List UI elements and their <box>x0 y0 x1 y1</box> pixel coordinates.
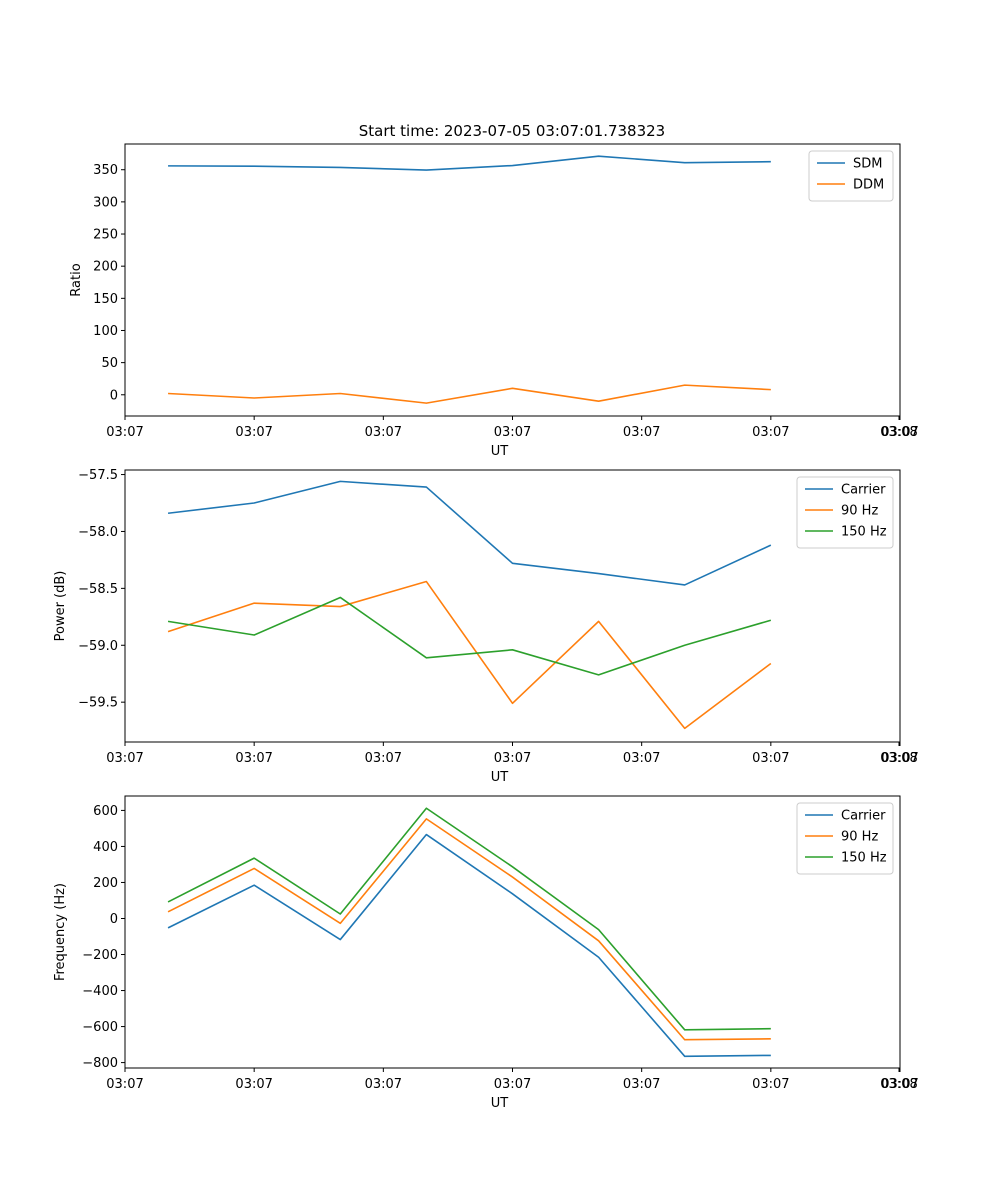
y-tick-label: −800 <box>82 1056 118 1071</box>
x-axis-label: UT <box>491 444 509 459</box>
series-line-sdm <box>168 155 771 171</box>
x-tick-label: 03:07 <box>752 1077 789 1092</box>
plot-frame <box>124 795 901 1069</box>
chart-power: −59.5 −59.0 −58.5 −58.0 −57.5 03:07 03:07 03:07… <box>53 468 919 785</box>
x-tick-label: 03:07 <box>752 751 789 766</box>
legend: Carrier 90 Hz 150 Hz <box>796 802 894 875</box>
x-tick-label: 03:07 <box>365 1077 402 1092</box>
plot-frame <box>124 143 901 417</box>
legend-label: DDM <box>853 178 884 193</box>
y-tick-label: 50 <box>101 356 118 371</box>
x-tick-label: 03:07 <box>365 751 402 766</box>
y-tick-label: −59.0 <box>78 639 118 654</box>
x-tick-label: 03:07 <box>106 751 143 766</box>
x-tick-label: 03:07 <box>623 751 660 766</box>
x-tick-label: 03:08 <box>880 1077 917 1092</box>
x-axis-label: UT <box>491 1096 509 1111</box>
y-axis-label: Frequency (Hz) <box>53 883 68 981</box>
x-tick-label: 03:07 <box>106 1077 143 1092</box>
x-tick-label: 03:07 <box>623 425 660 440</box>
y-tick-label: 600 <box>93 804 118 819</box>
series-line-carrier <box>167 480 772 586</box>
y-tick-label: −59.5 <box>78 696 118 711</box>
x-tick-label: 03:08 <box>880 751 917 766</box>
x-tick-label: 03:07 <box>235 425 272 440</box>
y-tick-label: 300 <box>93 195 118 210</box>
x-tick-label: 03:07 <box>881 425 918 440</box>
x-axis-label: UT <box>491 770 509 785</box>
x-tick-label: 03:07 <box>881 751 918 766</box>
x-tick-label: 03:07 <box>365 425 402 440</box>
x-tick-label: 03:07 <box>494 425 531 440</box>
y-axis-label: Ratio <box>69 263 84 296</box>
y-tick-label: 250 <box>93 228 118 243</box>
legend-label: Carrier <box>841 483 886 498</box>
figure-title: Start time: 2023-07-05 03:07:01.738323 <box>359 122 665 140</box>
series-line-carrier <box>167 833 771 1058</box>
x-tick-label: 03:07 <box>494 751 531 766</box>
y-tick-label: −400 <box>82 984 118 999</box>
legend-label: 150 Hz <box>841 851 887 866</box>
legend-label: 150 Hz <box>841 525 887 540</box>
plot-frame <box>124 469 901 743</box>
y-tick-label: −200 <box>82 948 118 963</box>
x-tick-label: 03:07 <box>494 1077 531 1092</box>
x-tick-label: 03:07 <box>235 751 272 766</box>
x-tick-label: 03:07 <box>752 425 789 440</box>
y-tick-label: 150 <box>93 292 118 307</box>
y-tick-label: 100 <box>93 324 118 339</box>
series-line-150-hz <box>167 596 772 676</box>
y-tick-label: −600 <box>82 1020 118 1035</box>
legend-label: Carrier <box>841 809 886 824</box>
legend-label: SDM <box>853 157 882 172</box>
legend: Carrier 90 Hz 150 Hz <box>796 476 894 549</box>
y-tick-label: 200 <box>93 260 118 275</box>
x-tick-label: 03:07 <box>235 1077 272 1092</box>
y-tick-label: 400 <box>93 840 118 855</box>
y-tick-label: −58.0 <box>78 525 118 540</box>
y-tick-label: 350 <box>93 163 118 178</box>
x-tick-label: 03:07 <box>881 1077 918 1092</box>
y-tick-label: −58.5 <box>78 582 118 597</box>
y-axis-label: Power (dB) <box>53 571 68 642</box>
series-line-150-hz <box>167 807 771 1031</box>
y-tick-label: 0 <box>110 912 118 927</box>
x-tick-label: 03:08 <box>880 425 917 440</box>
legend-label: 90 Hz <box>841 504 878 519</box>
y-tick-label: 200 <box>93 876 118 891</box>
series-line-90-hz <box>167 818 771 1041</box>
series-line-ddm <box>168 384 771 404</box>
series-line-90-hz <box>167 580 772 730</box>
y-tick-label: −57.5 <box>78 468 118 483</box>
y-tick-label: 0 <box>110 388 118 403</box>
legend: SDM DDM <box>808 150 894 202</box>
x-tick-label: 03:07 <box>106 425 143 440</box>
legend-label: 90 Hz <box>841 830 878 845</box>
x-tick-label: 03:07 <box>623 1077 660 1092</box>
